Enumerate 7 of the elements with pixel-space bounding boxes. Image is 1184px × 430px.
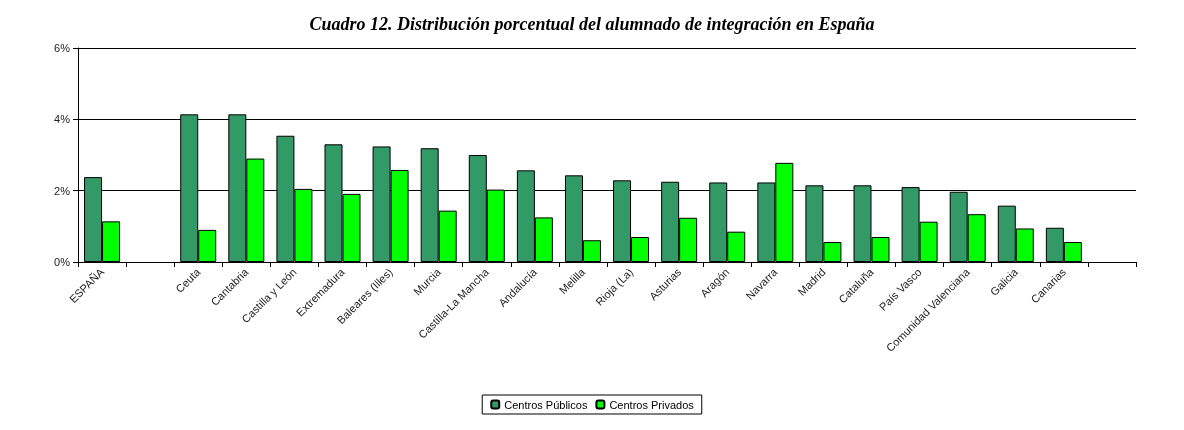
chart-title: Cuadro 12. Distribución porcentual del alumnado de integración en España [309,14,875,34]
y-tick-label: 4% [54,113,71,126]
y-tick-label: 0% [54,256,71,268]
legend-label: Centros Públicos [504,398,588,411]
legend-label: Centros Privados [609,398,695,411]
y-tick-label: 2% [54,184,71,197]
y-tick-label: 6% [54,42,71,54]
